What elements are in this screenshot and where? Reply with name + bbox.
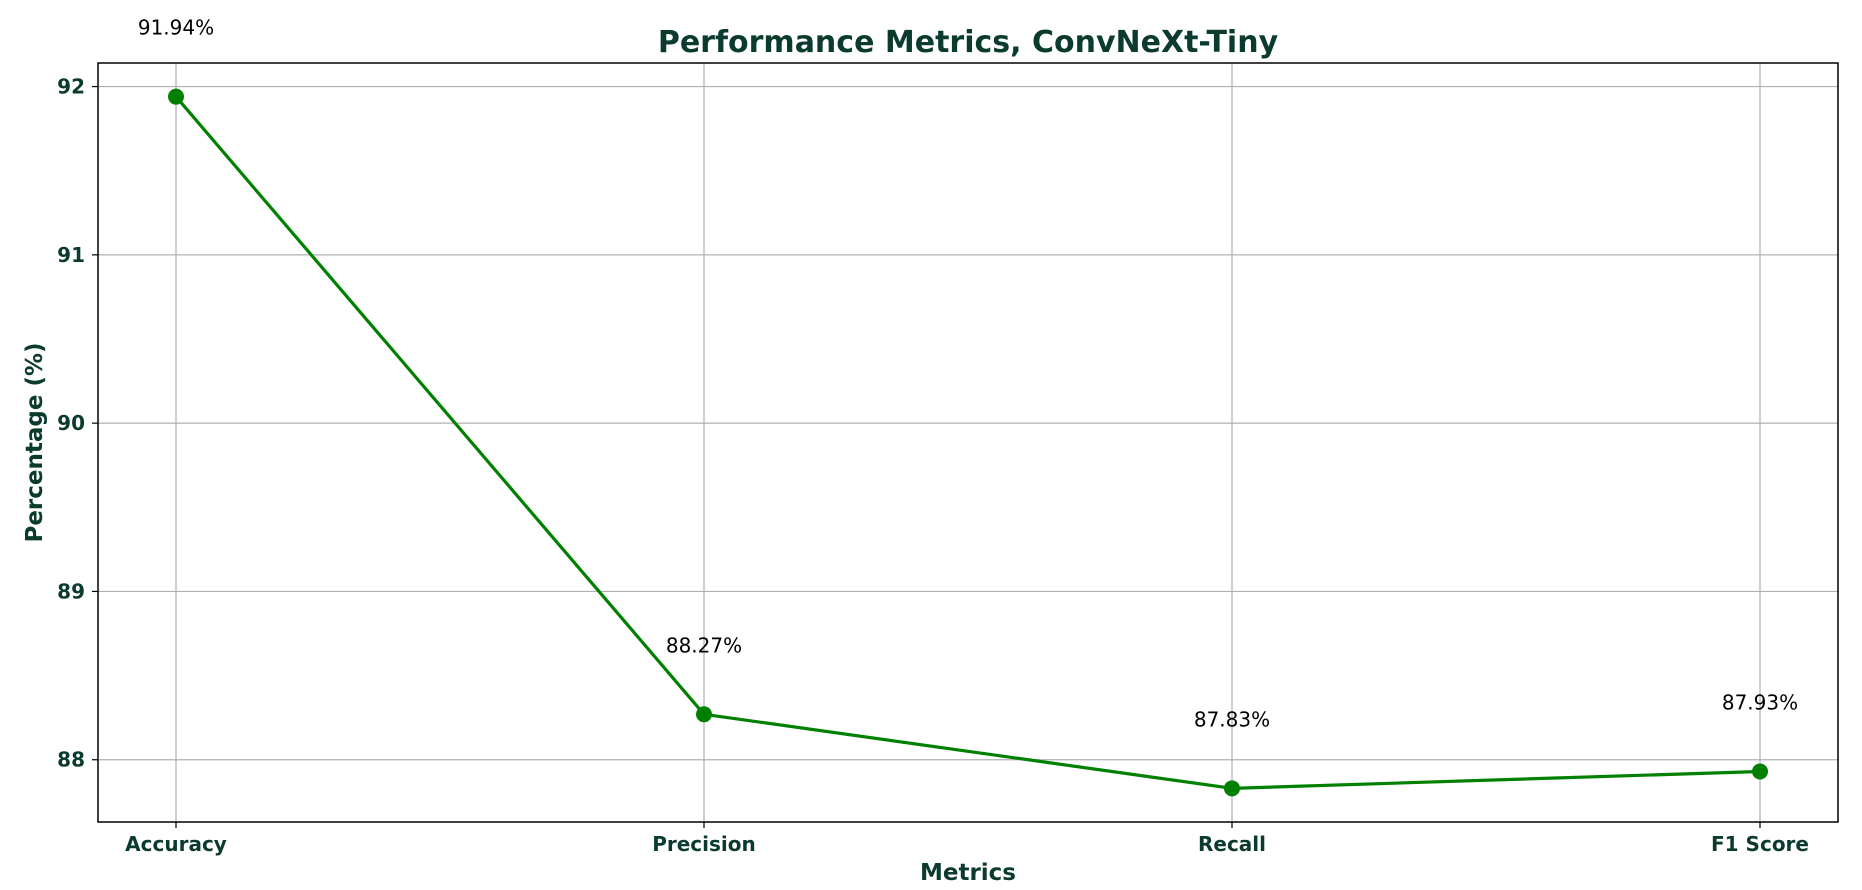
x-tick-label: Precision: [652, 832, 756, 856]
data-point: [696, 706, 712, 723]
y-tick-label: 92: [57, 75, 85, 99]
series-layer: [168, 88, 1768, 797]
y-tick-label: 90: [57, 411, 85, 435]
y-axis-label: Percentage (%): [22, 342, 48, 542]
data-label: 88.27%: [666, 633, 742, 657]
y-tick-label: 88: [57, 748, 85, 772]
x-tick-label: Recall: [1198, 832, 1266, 856]
data-point: [168, 88, 184, 105]
data-labels: 91.94% 88.27% 87.83% 87.93%: [138, 16, 1798, 732]
data-point: [1752, 763, 1768, 780]
x-axis-label: Metrics: [920, 860, 1016, 886]
data-label: 87.93%: [1722, 691, 1798, 715]
y-tick-label: 91: [57, 243, 85, 267]
x-tick-label: F1 Score: [1711, 832, 1809, 856]
chart-title: Performance Metrics, ConvNeXt-Tiny: [658, 25, 1279, 60]
data-point: [1224, 780, 1240, 797]
tick-labels: 88 89 90 91 92 Accuracy Precision Recall F1 Scor…: [57, 75, 1809, 856]
data-label: 91.94%: [138, 16, 214, 40]
y-tick-label: 89: [57, 579, 85, 603]
grid-lines: [98, 63, 1838, 822]
plot-frame: [97, 62, 1839, 823]
data-label: 87.83%: [1194, 707, 1270, 731]
series-line: [174, 95, 1761, 790]
x-tick-label: Accuracy: [125, 832, 227, 856]
